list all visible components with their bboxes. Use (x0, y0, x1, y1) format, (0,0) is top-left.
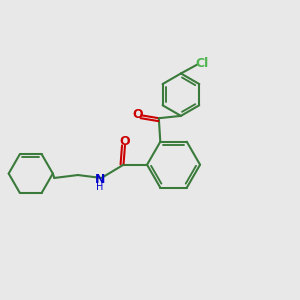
Text: O: O (132, 108, 143, 121)
Text: N: N (95, 173, 105, 186)
Text: O: O (120, 135, 130, 148)
Text: H: H (96, 182, 103, 192)
Text: Cl: Cl (196, 57, 209, 70)
